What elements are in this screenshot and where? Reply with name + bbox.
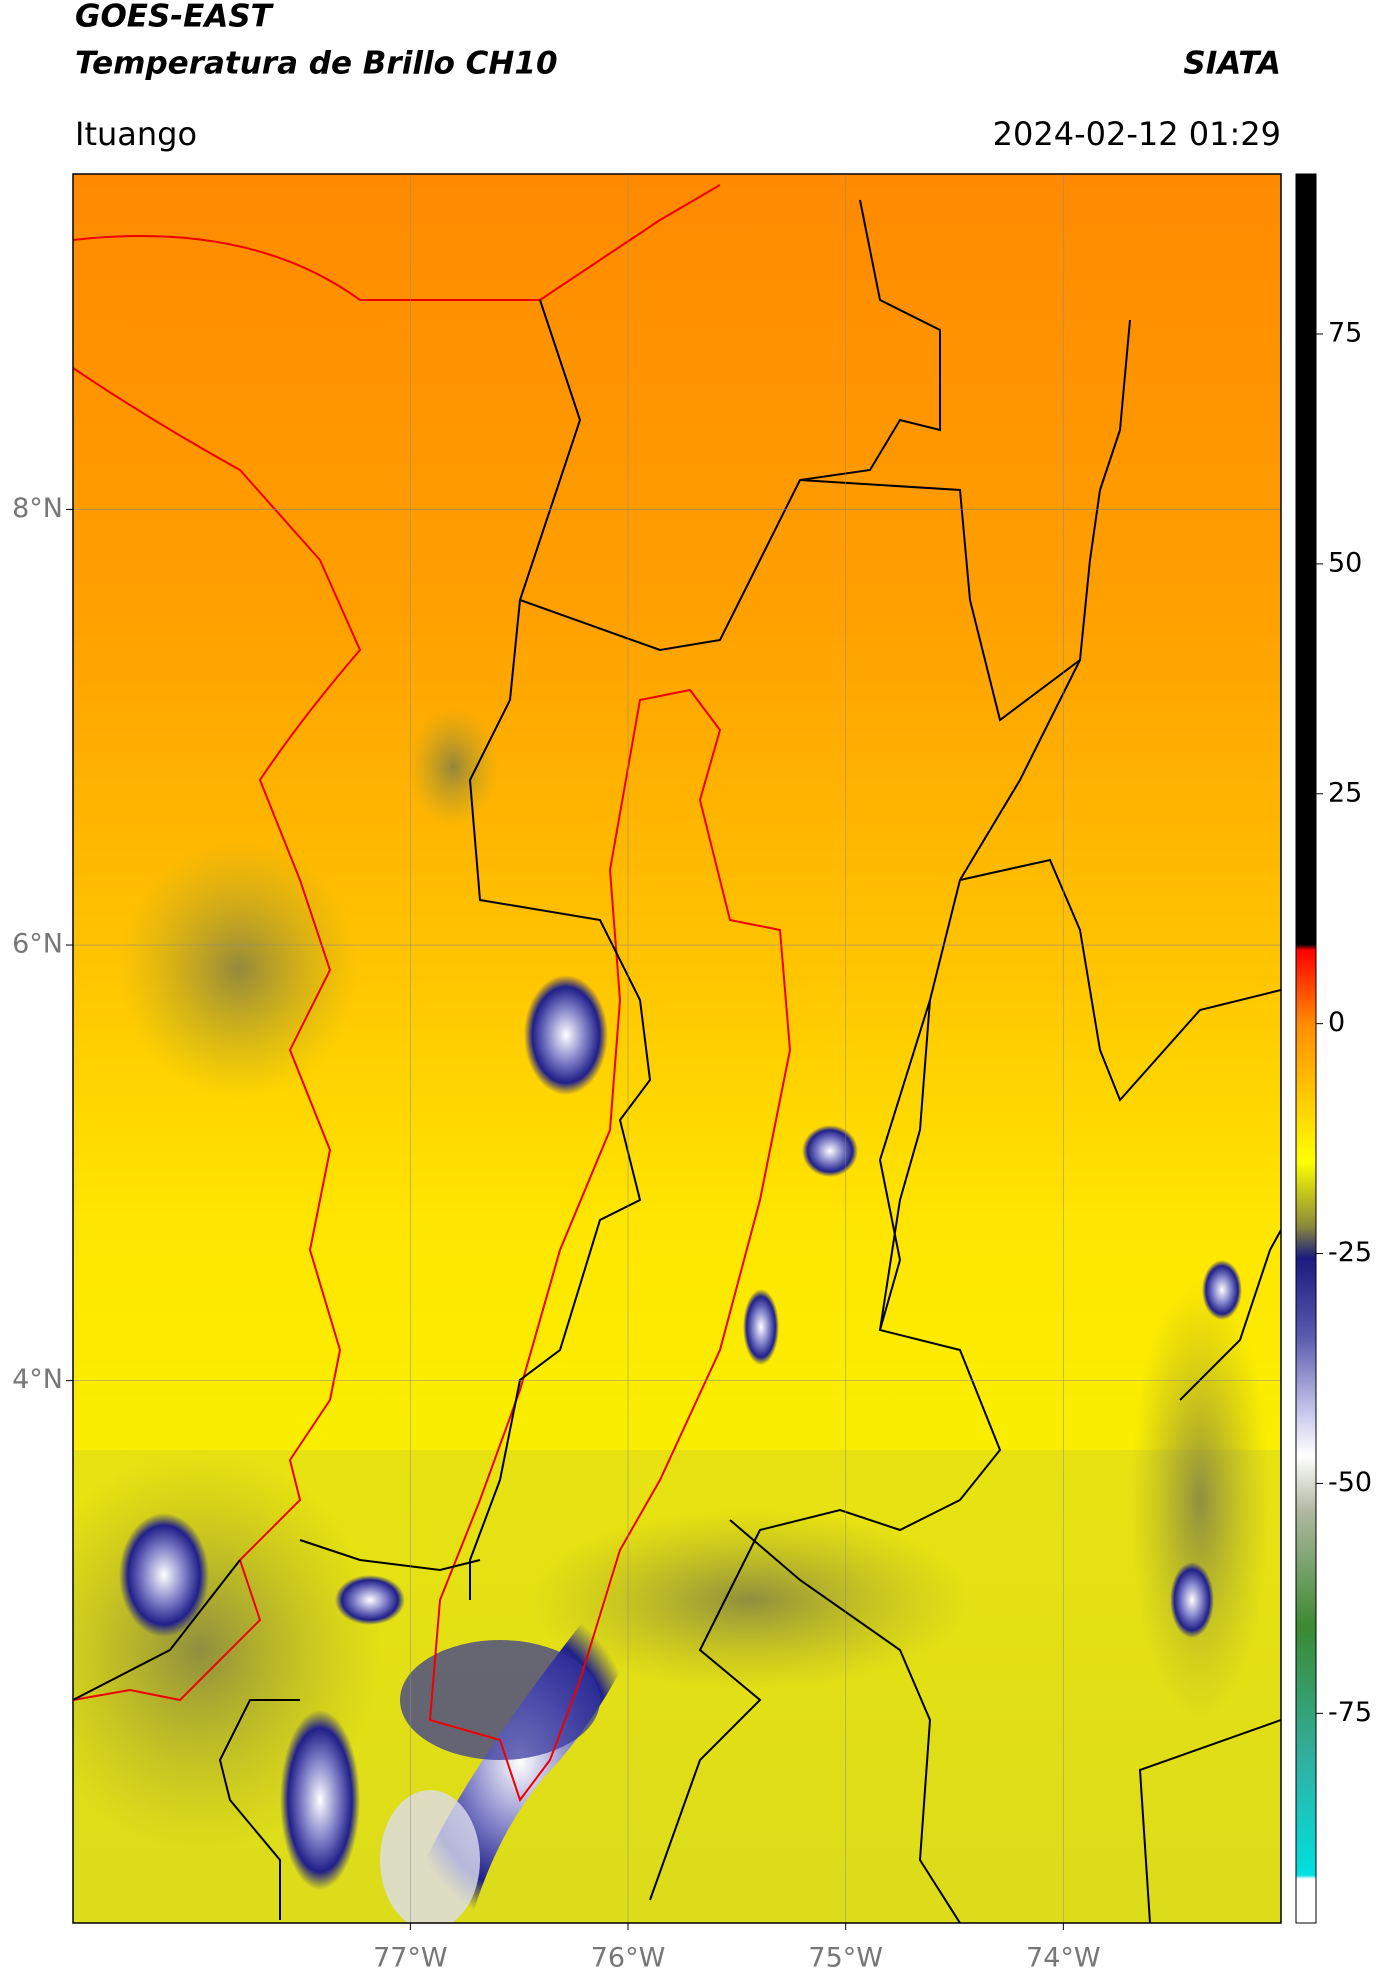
x-tick-label: 76°W bbox=[591, 1943, 666, 1974]
title: GOES-EAST bbox=[75, 0, 275, 35]
colorbar-tick-label: 25 bbox=[1328, 777, 1362, 808]
colorbar-tick-label: 50 bbox=[1328, 547, 1362, 578]
x-tick-label: 74°W bbox=[1026, 1943, 1101, 1974]
subtitle: Temperatura de Brillo CH10 bbox=[75, 46, 558, 82]
location: Ituango bbox=[75, 115, 197, 153]
map-frame bbox=[72, 173, 1282, 1924]
colorbar-tick-label: 0 bbox=[1328, 1007, 1345, 1038]
colorbar-tick-label: 75 bbox=[1328, 318, 1362, 349]
colorbar-tick-label: -75 bbox=[1328, 1697, 1372, 1728]
y-tick-label: 6°N bbox=[12, 929, 63, 960]
y-tick-label: 4°N bbox=[12, 1364, 63, 1395]
y-tick-label: 8°N bbox=[12, 493, 63, 524]
datetime: 2024-02-12 01:29 bbox=[993, 115, 1281, 153]
x-tick-label: 77°W bbox=[373, 1943, 448, 1974]
source: SIATA bbox=[1183, 46, 1281, 82]
x-tick-label: 75°W bbox=[808, 1943, 883, 1974]
colorbar bbox=[1295, 173, 1317, 1924]
map-image bbox=[73, 174, 1281, 1923]
colorbar-tick-label: -50 bbox=[1328, 1467, 1372, 1498]
colorbar-tick-label: -25 bbox=[1328, 1237, 1372, 1268]
